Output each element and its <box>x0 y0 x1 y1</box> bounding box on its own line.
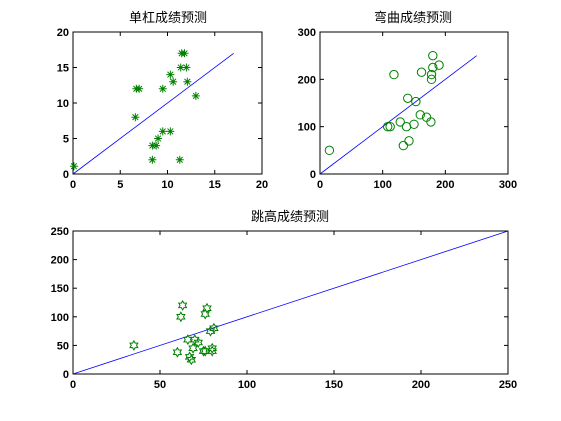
data-point <box>169 77 178 86</box>
x-tick-label: 0 <box>70 379 76 391</box>
data-point <box>158 84 167 93</box>
data-point <box>403 93 413 103</box>
subplot-pullup: 单杠成绩预测 0 5 10 15 20 0 5 10 15 20 <box>57 10 268 191</box>
y-tick-label: 150 <box>51 283 69 295</box>
data-point <box>158 127 167 136</box>
y-tick-label: 20 <box>57 27 69 39</box>
data-point <box>166 70 175 79</box>
y-tick-label: 0 <box>63 169 69 181</box>
y-tick-label: 100 <box>298 122 316 134</box>
chart-title: 弯曲成绩预测 <box>374 10 452 26</box>
data-point <box>428 50 438 61</box>
x-tick-label: 15 <box>209 179 221 191</box>
data-point <box>209 322 219 334</box>
data-point <box>176 311 186 323</box>
data-point <box>176 63 185 72</box>
data-point <box>166 127 175 136</box>
subplot-highjump: 跳高成绩预测 0 50 100 150 200 250 0 50 100 150 200 250 <box>51 209 518 391</box>
y-tick-label: 200 <box>298 74 316 86</box>
chart-title: 跳高成绩预测 <box>251 209 329 225</box>
data-point <box>382 121 393 132</box>
data-point <box>154 134 163 143</box>
data-point <box>180 49 189 58</box>
x-tick-label: 0 <box>70 179 76 191</box>
data-point <box>385 121 395 132</box>
data-point <box>434 60 444 70</box>
x-tick-label: 50 <box>154 379 166 391</box>
data-point <box>188 342 198 354</box>
subplot-bending: 弯曲成绩预测 0 100 200 300 0 100 200 300 <box>298 10 518 191</box>
data-point <box>186 354 197 366</box>
x-tick-label: 100 <box>373 179 391 191</box>
data-point <box>183 77 192 86</box>
data-point <box>426 74 437 85</box>
x-tick-label: 200 <box>412 379 430 391</box>
data-point <box>172 346 183 358</box>
data-point <box>202 302 212 314</box>
y-tick-label: 50 <box>57 340 69 352</box>
fit-line <box>72 230 509 375</box>
data-point <box>324 145 335 156</box>
data-point <box>177 299 188 311</box>
data-point <box>191 91 200 100</box>
y-tick-label: 250 <box>51 226 69 238</box>
y-tick-label: 0 <box>63 369 69 381</box>
data-point <box>148 155 157 164</box>
data-point <box>207 342 217 354</box>
data-point <box>398 140 409 151</box>
x-tick-label: 300 <box>499 179 517 191</box>
data-point <box>69 162 78 171</box>
x-tick-label: 200 <box>436 179 454 191</box>
x-tick-label: 150 <box>325 379 343 391</box>
data-point <box>175 155 184 164</box>
y-tick-label: 100 <box>51 312 69 324</box>
x-tick-label: 100 <box>238 379 256 391</box>
data-point <box>205 325 216 337</box>
data-point <box>426 69 437 80</box>
y-tick-label: 0 <box>310 169 316 181</box>
data-point <box>389 69 399 80</box>
data-point <box>411 96 421 107</box>
x-tick-label: 5 <box>117 179 123 191</box>
data-point <box>182 63 191 72</box>
data-point <box>200 308 211 320</box>
x-tick-label: 250 <box>499 379 517 391</box>
y-tick-label: 15 <box>57 63 69 75</box>
data-point <box>152 141 161 150</box>
data-point <box>135 84 144 93</box>
data-point <box>207 345 217 357</box>
data-point <box>415 110 425 120</box>
data-point <box>404 136 414 146</box>
fit-line <box>72 52 234 175</box>
y-tick-label: 200 <box>51 255 69 267</box>
x-tick-label: 0 <box>317 179 323 191</box>
x-tick-label: 20 <box>256 179 268 191</box>
y-tick-label: 10 <box>57 98 69 110</box>
data-point <box>193 337 204 349</box>
y-tick-label: 300 <box>298 27 316 39</box>
y-tick-label: 5 <box>63 134 69 146</box>
data-point <box>129 339 139 351</box>
data-point <box>426 117 436 127</box>
data-point <box>416 67 427 77</box>
data-point <box>131 113 140 122</box>
data-point <box>409 119 419 130</box>
fit-line <box>319 55 477 175</box>
data-point <box>184 351 195 363</box>
x-tick-label: 10 <box>161 179 173 191</box>
chart-title: 单杠成绩预测 <box>129 10 207 26</box>
data-point <box>395 117 405 127</box>
data-point <box>428 62 438 73</box>
